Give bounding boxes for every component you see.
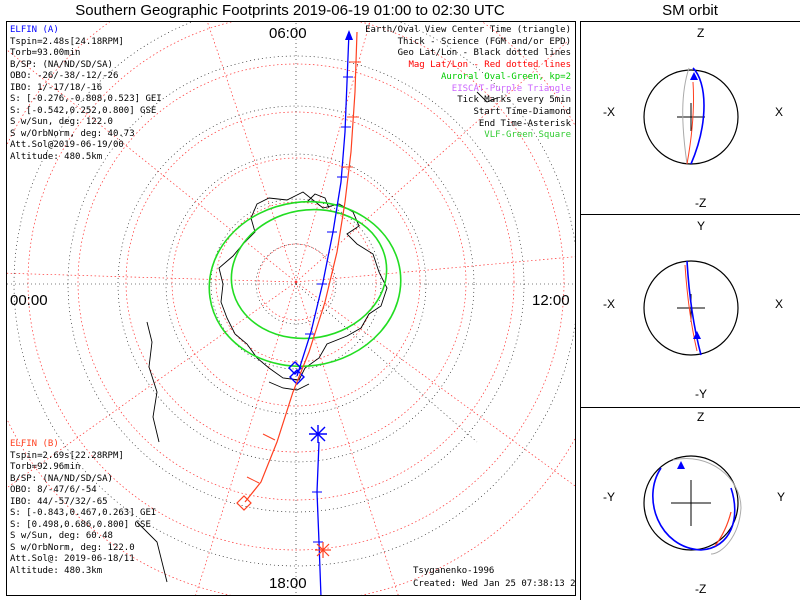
elfin-a-line: Altitude: 480.5km bbox=[10, 151, 103, 162]
sm-yz-right-label: Y bbox=[777, 490, 786, 504]
elfin-b-line: IBO: 44/-57/32/-65 bbox=[10, 496, 108, 507]
legend-item: Earth/Oval View Center Time (triangle) bbox=[365, 25, 571, 35]
sm-xy-canvas bbox=[643, 260, 739, 356]
sm-xz-canvas bbox=[643, 67, 739, 165]
model-label: Tsyganenko-1996 bbox=[413, 566, 495, 576]
sm-xy-left-label: -X bbox=[603, 297, 615, 311]
sm-yz-top-label: Z bbox=[697, 410, 705, 424]
elfin-a-line: Att.Sol@2019-06-19/00 bbox=[10, 140, 124, 150]
sm-yz-canvas bbox=[643, 455, 742, 555]
legend-item: Geo Lat/Lon - Black dotted lines bbox=[397, 48, 571, 59]
legend-item: Thick - Science (FGM and/or EPD) bbox=[397, 36, 571, 47]
elfin-b-line: Tspin=2.69s[22.28RPM] bbox=[10, 450, 124, 461]
elfin-b-line: S: [-0.843,0.467,0.263] GEI bbox=[10, 508, 157, 518]
elfin-a-line: S w/OrbNorm, deg: 40.73 bbox=[10, 128, 135, 139]
sm-panel-xz: Z -Z -X X bbox=[580, 21, 800, 214]
clock-label-top: 06:00 bbox=[269, 25, 307, 42]
plot-title: Southern Geographic Footprints 2019-06-1… bbox=[75, 2, 505, 19]
elfin-a-start-diamond bbox=[288, 361, 305, 385]
elfin-b-line: S: [0.498,0.686,0.800] GSE bbox=[10, 519, 151, 530]
footprint-map: 06:00 00:00 12:00 18:00 ELFIN (A) Tspin=… bbox=[6, 21, 576, 596]
elfin-a-line: S w/Sun, deg: 122.0 bbox=[10, 117, 113, 127]
elfin-b-line: Att.Sol@: 2019-06-18/11 bbox=[10, 554, 135, 564]
sm-xy-bottom-label: -Y bbox=[695, 387, 707, 401]
sm-xy-top-label: Y bbox=[697, 219, 706, 233]
elfin-b-line: Altitude: 480.3km bbox=[10, 565, 103, 576]
legend-item: Start Time-Diamond bbox=[473, 106, 571, 117]
sm-panel-xy: Y -Y -X X bbox=[580, 214, 800, 407]
elfin-b-ticks bbox=[246, 61, 361, 484]
elfin-b-track bbox=[244, 31, 358, 503]
sm-panel-yz: Z -Z -Y Y bbox=[580, 407, 800, 600]
auroral-oval bbox=[208, 200, 402, 368]
legend: Earth/Oval View Center Time (triangle) T… bbox=[365, 25, 571, 142]
elfin-a-line: B/SP: (NA/ND/SD/SA) bbox=[10, 59, 113, 70]
elfin-b-line: OBO: 8/-47/6/-54 bbox=[10, 485, 97, 495]
elfin-a-line: Tspin=2.48s[24.18RPM] bbox=[10, 36, 124, 47]
elfin-a-line: S: [-0.276,-0.808,0.523] GEI bbox=[10, 94, 162, 104]
legend-item: Mag Lat/Lon - Red dotted lines bbox=[408, 60, 571, 71]
elfin-b-line: B/SP: (NA/ND/SD/SA) bbox=[10, 473, 113, 484]
elfin-a-track bbox=[296, 31, 350, 595]
sm-yz-bottom-label: -Z bbox=[695, 582, 707, 596]
clock-label-bottom: 18:00 bbox=[269, 575, 307, 592]
map-canvas bbox=[7, 22, 575, 595]
elfin-b-info: ELFIN (B) Tspin=2.69s[22.28RPM] Torb=92.… bbox=[10, 439, 156, 577]
elfin-a-name: ELFIN (A) bbox=[10, 25, 59, 35]
clock-label-right: 12:00 bbox=[532, 292, 570, 309]
elfin-a-line: OBO: -26/-38/-12/-26 bbox=[10, 71, 119, 81]
elfin-a-line: IBO: 1/-17/18/-16 bbox=[10, 82, 103, 93]
elfin-a-line: S: [-0.542,0.252,0.800] GSE bbox=[10, 105, 157, 116]
sm-orbit-title: SM orbit bbox=[662, 2, 718, 19]
elfin-b-end-asterisk bbox=[315, 542, 331, 558]
elfin-a-info: ELFIN (A) Tspin=2.48s[24.18RPM] Torb=93.… bbox=[10, 25, 162, 163]
elfin-a-line: Torb=93.00min bbox=[10, 48, 81, 58]
elfin-b-line: S w/Sun, deg: 60.48 bbox=[10, 531, 113, 541]
sm-xz-left-label: -X bbox=[603, 105, 615, 119]
mag-grid-meridians bbox=[7, 22, 575, 595]
legend-item: Tick Marks every 5min bbox=[457, 95, 571, 106]
elfin-b-line: Torb=92.96min bbox=[10, 462, 81, 472]
geo-grid-meridians bbox=[7, 22, 575, 595]
legend-item: Auroral Oval-Green, kp=2 bbox=[440, 71, 571, 82]
legend-item: EISCAT-Purple Triangle bbox=[451, 83, 571, 94]
elfin-a-end-asterisk bbox=[309, 425, 327, 443]
legend-item: VLF-Green Square bbox=[484, 130, 571, 141]
elfin-b-name: ELFIN (B) bbox=[10, 439, 59, 449]
sm-xz-bottom-label: -Z bbox=[695, 196, 707, 210]
sm-yz-left-label: -Y bbox=[603, 490, 615, 504]
sm-xy-right-label: X bbox=[775, 297, 784, 311]
clock-label-left: 00:00 bbox=[10, 292, 48, 309]
legend-item: End Time-Asterisk bbox=[478, 118, 571, 129]
elfin-a-ticks bbox=[305, 76, 353, 543]
created-timestamp: Created: Wed Jan 25 07:38:13 2023 bbox=[413, 579, 576, 589]
sm-xz-top-label: Z bbox=[697, 26, 705, 40]
elfin-a-view-triangle bbox=[345, 30, 353, 40]
sm-xz-right-label: X bbox=[775, 105, 784, 119]
elfin-b-line: S w/OrbNorm, deg: 122.0 bbox=[10, 542, 135, 553]
elfin-b-start-diamond bbox=[236, 495, 252, 511]
